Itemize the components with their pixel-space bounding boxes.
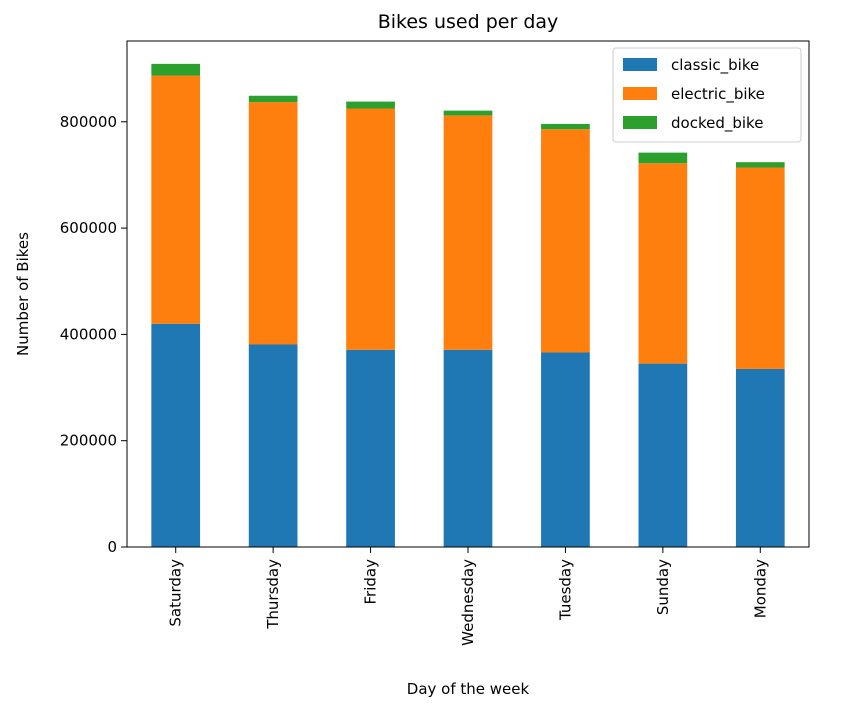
axes: 0 200000 400000 600000 800000 Saturday Thursda… xyxy=(60,113,770,646)
bar-classic_bike-monday xyxy=(735,368,785,547)
bar-docked_bike-sunday xyxy=(638,152,688,164)
bar-classic_bike-saturday xyxy=(151,323,201,547)
y-axis-title: Number of Bikes xyxy=(14,232,32,356)
bar-classic_bike-wednesday xyxy=(443,349,493,547)
legend-label-classic_bike: classic_bike xyxy=(671,56,759,75)
x-tick-label-wednesday: Wednesday xyxy=(459,559,477,646)
bar-classic_bike-friday xyxy=(346,349,395,547)
bar-docked_bike-monday xyxy=(735,162,785,168)
x-tick-label-friday: Friday xyxy=(362,559,380,605)
x-tick-label-tuesday: Tuesday xyxy=(556,559,574,621)
x-tick-label-sunday: Sunday xyxy=(654,559,672,615)
y-tick-label: 600000 xyxy=(60,219,117,237)
bar-docked_bike-saturday xyxy=(151,63,201,76)
bar-electric_bike-thursday xyxy=(248,102,298,345)
bar-docked_bike-wednesday xyxy=(443,110,493,116)
bar-electric_bike-wednesday xyxy=(443,115,493,350)
x-axis-title: Day of the week xyxy=(407,680,530,698)
plot-frame xyxy=(126,40,810,548)
chart-title: Bikes used per day xyxy=(378,11,559,33)
bar-electric_bike-tuesday xyxy=(541,129,590,353)
bar-classic_bike-sunday xyxy=(638,363,688,547)
legend-swatch-docked_bike xyxy=(623,116,657,129)
bar-electric_bike-monday xyxy=(735,167,785,369)
legend-label-docked_bike: docked_bike xyxy=(671,114,763,133)
y-tick-label: 0 xyxy=(107,538,117,556)
bar-electric_bike-sunday xyxy=(638,163,688,364)
legend-label-electric_bike: electric_bike xyxy=(671,85,765,104)
bar-docked_bike-thursday xyxy=(248,95,298,103)
bar-classic_bike-tuesday xyxy=(541,352,590,547)
x-tick-label-thursday: Thursday xyxy=(264,559,282,630)
legend-swatch-electric_bike xyxy=(623,87,657,100)
bar-docked_bike-tuesday xyxy=(541,123,590,130)
y-tick-label: 200000 xyxy=(60,432,117,450)
bar-classic_bike-thursday xyxy=(248,344,298,547)
bar-electric_bike-friday xyxy=(346,108,395,350)
y-tick-label: 800000 xyxy=(60,113,117,131)
bar-docked_bike-friday xyxy=(346,101,395,109)
bar-electric_bike-saturday xyxy=(151,75,201,324)
plot-area xyxy=(151,63,785,547)
legend-box xyxy=(612,47,802,143)
x-tick-label-saturday: Saturday xyxy=(167,559,185,627)
y-tick-label: 400000 xyxy=(60,325,117,343)
legend-swatch-classic_bike xyxy=(623,58,657,71)
legend: classic_bike electric_bike docked_bike xyxy=(612,47,802,143)
x-tick-label-monday: Monday xyxy=(751,559,769,618)
